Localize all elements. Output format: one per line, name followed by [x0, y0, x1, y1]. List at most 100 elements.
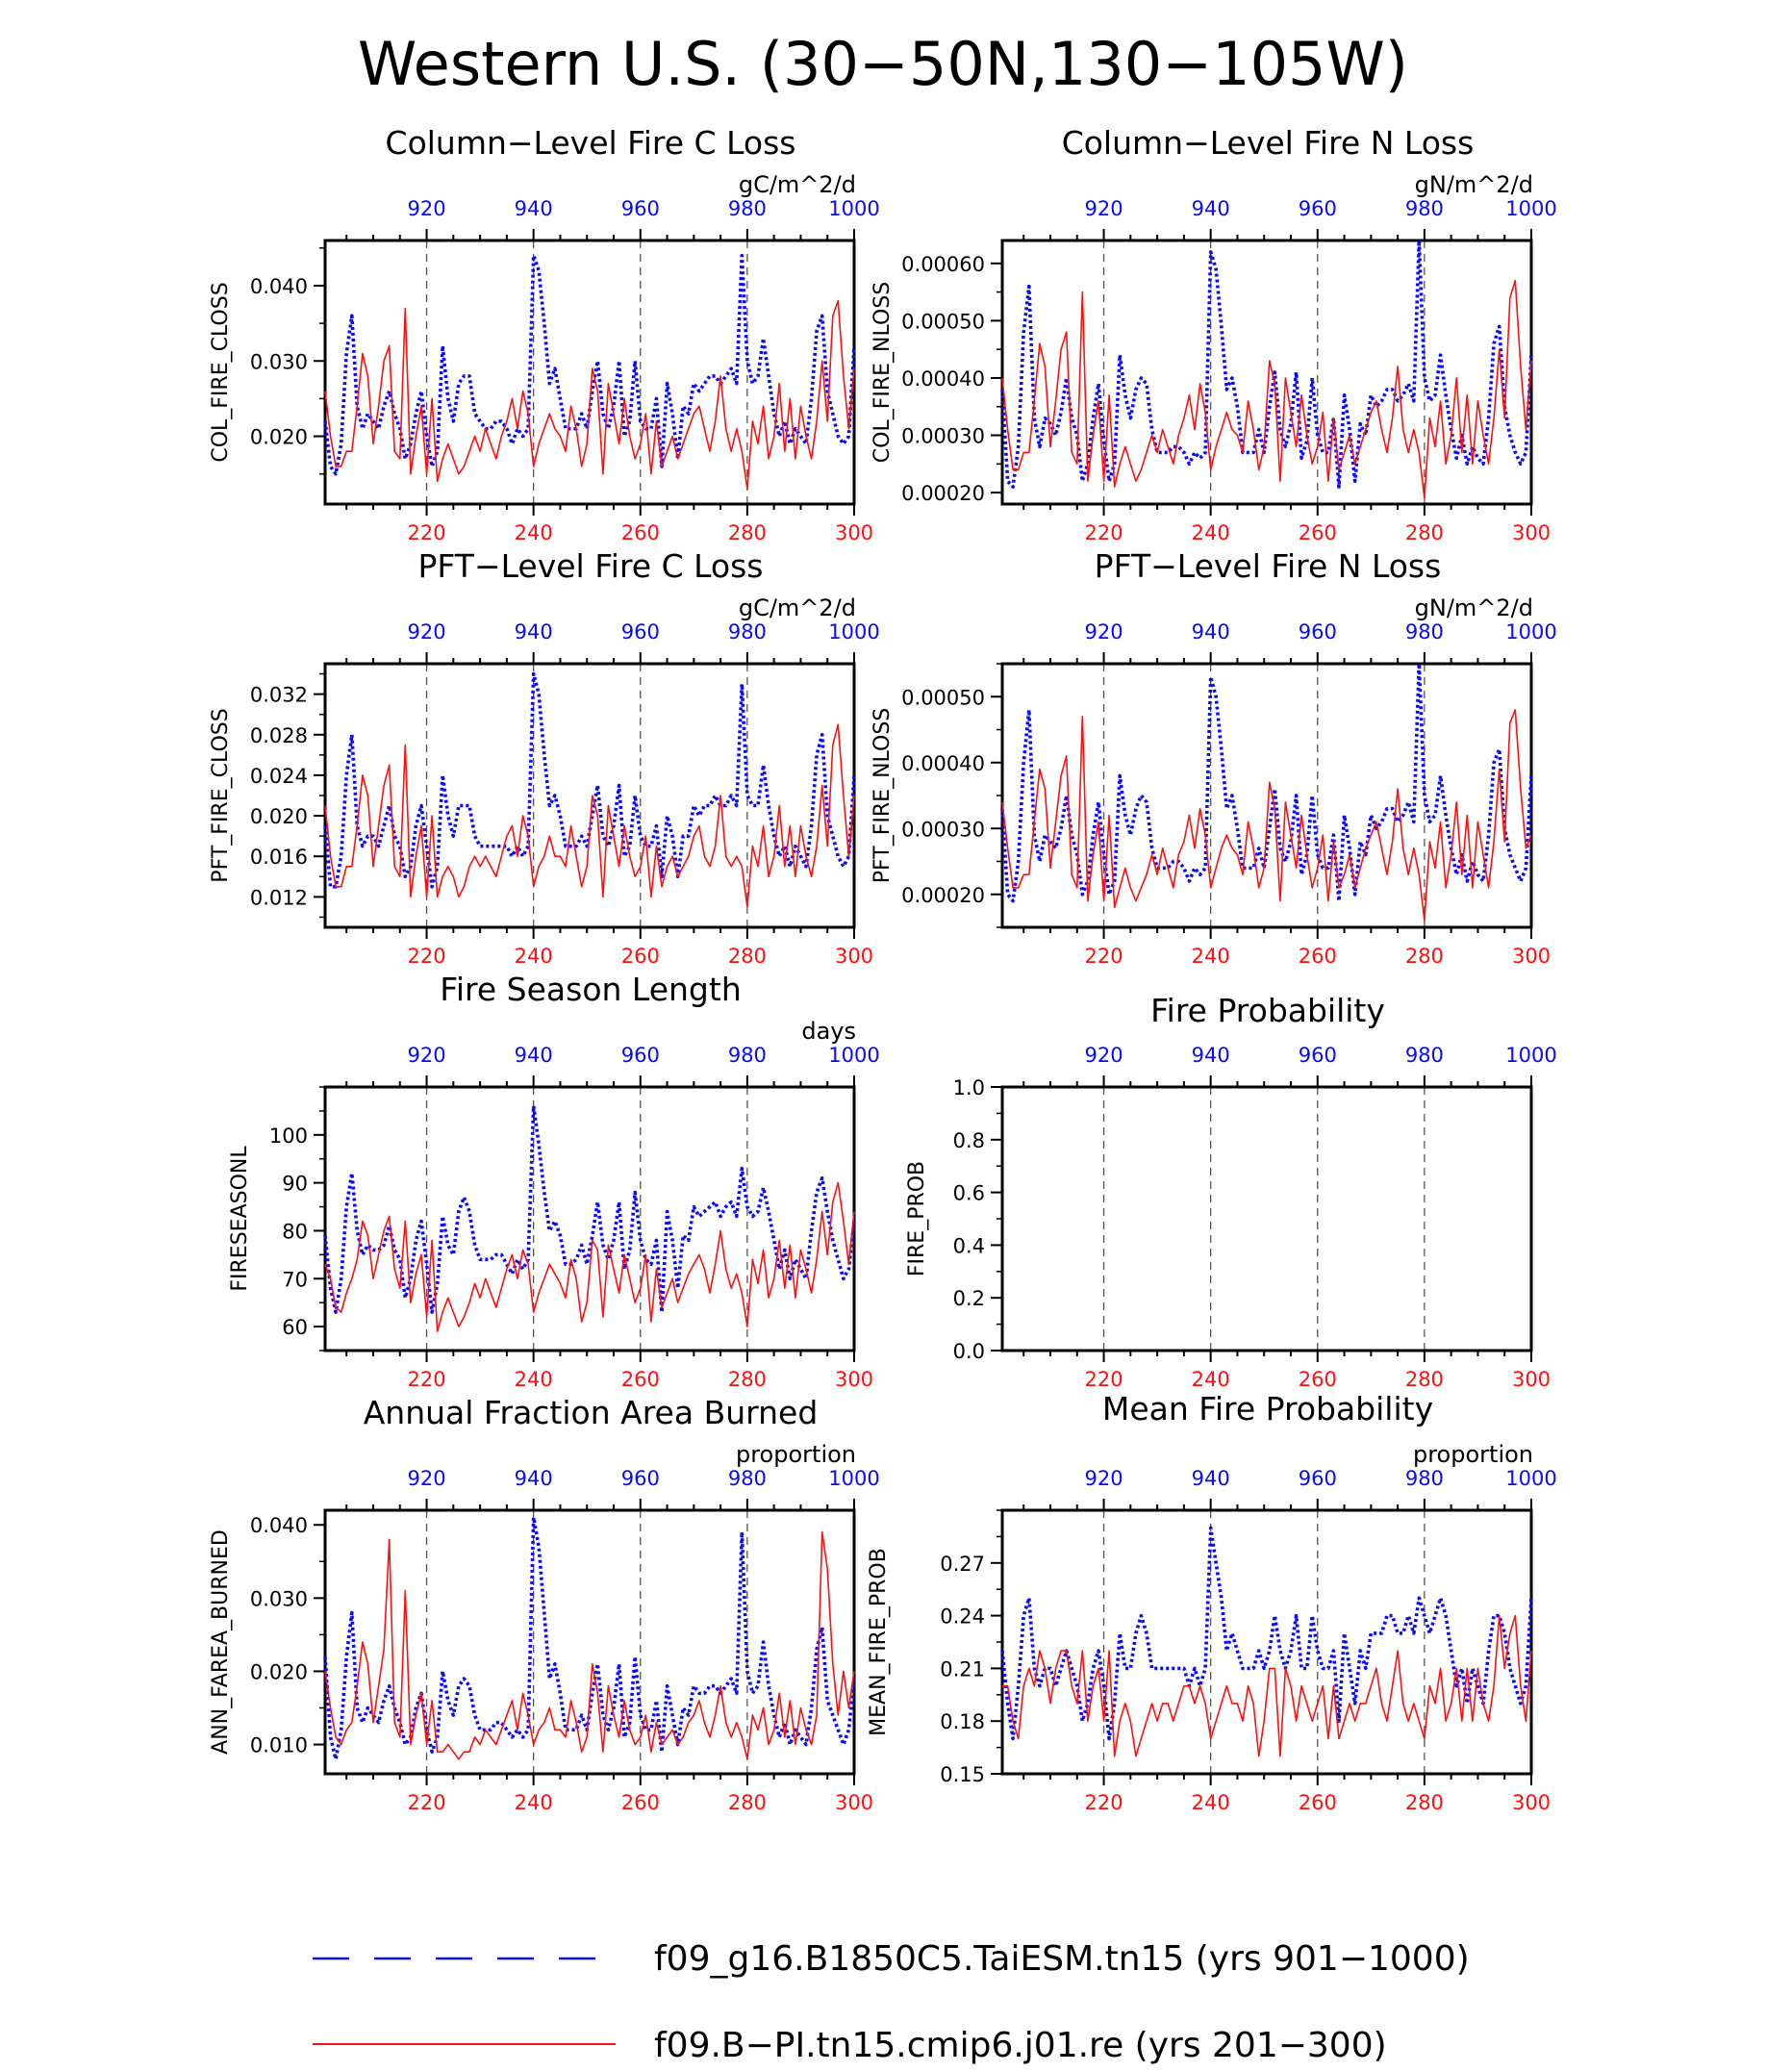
x-top-tick-label: 940	[515, 1467, 553, 1490]
y-tick-label: 0.4	[953, 1234, 985, 1257]
chart-panel-1: Column−Level Fire N Loss gN/m^2/d 0.00020 0…	[870, 124, 1557, 544]
y-axis-label: PFT_FIRE_NLOSS	[870, 708, 895, 883]
y-tick-label: 0.00020	[901, 482, 985, 505]
chart-title: PFT−Level Fire N Loss	[1095, 547, 1442, 585]
x-bottom-tick-label: 300	[835, 945, 873, 968]
x-top-tick-label: 960	[1299, 197, 1337, 220]
y-axis-label: COL_FIRE_NLOSS	[870, 282, 895, 463]
y-tick-label: 0.020	[250, 1660, 308, 1683]
chart-title: Column−Level Fire N Loss	[1062, 124, 1475, 162]
y-tick-label: 0.040	[250, 1514, 308, 1537]
y-tick-label: 0.00060	[901, 253, 985, 276]
y-tick-label: 0.00030	[901, 425, 985, 448]
y-tick-label: 0.020	[250, 426, 308, 449]
x-bottom-tick-label: 220	[408, 945, 446, 968]
plot-frame	[323, 1508, 856, 1776]
x-top-tick-label: 1000	[1505, 620, 1556, 644]
y-tick-label: 80	[282, 1220, 308, 1243]
x-bottom-tick-label: 220	[408, 521, 446, 544]
units-label: days	[801, 1018, 856, 1045]
chart-panel-7: Mean Fire Probability proportion 0.15 0.18 0…	[867, 1390, 1557, 1814]
x-top-tick-label: 1000	[828, 197, 879, 220]
y-tick-label: 0.030	[250, 1587, 308, 1610]
x-top-tick-label: 960	[1299, 1467, 1337, 1490]
y-axis-label: PFT_FIRE_CLOSS	[209, 708, 233, 882]
units-label: gN/m^2/d	[1415, 171, 1533, 198]
x-bottom-tick-label: 260	[1299, 521, 1337, 544]
y-tick-label: 0.016	[250, 846, 308, 869]
chart-title: PFT−Level Fire C Loss	[417, 547, 763, 585]
x-bottom-tick-label: 300	[835, 1368, 873, 1391]
y-tick-label: 0.24	[940, 1605, 985, 1629]
series-line-cmip6	[324, 1531, 855, 1760]
chart-panel-5: Fire Probability 0.0 0.2 0.4 0.6 0.8 1.0 FIRE_P…	[905, 992, 1557, 1391]
x-bottom-tick-label: 220	[1085, 521, 1123, 544]
y-tick-label: 0.020	[250, 805, 308, 828]
units-label: gN/m^2/d	[1415, 594, 1533, 621]
x-bottom-tick-label: 300	[835, 1791, 873, 1814]
x-top-tick-label: 980	[728, 197, 767, 220]
x-bottom-tick-label: 300	[1512, 1368, 1551, 1391]
x-bottom-tick-label: 240	[515, 1368, 553, 1391]
x-bottom-tick-label: 280	[1405, 521, 1444, 544]
y-tick-label: 0.0	[953, 1340, 985, 1363]
y-axis-label: ANN_FAREA_BURNED	[209, 1529, 233, 1755]
y-tick-label: 0.00040	[901, 367, 985, 391]
y-axis-label: FIRE_PROB	[905, 1161, 929, 1276]
y-tick-label: 90	[282, 1173, 308, 1196]
y-tick-label: 0.00040	[901, 752, 985, 775]
y-tick-label: 100	[269, 1124, 308, 1148]
x-top-tick-label: 920	[408, 620, 446, 644]
x-top-tick-label: 980	[1405, 1044, 1444, 1067]
x-top-tick-label: 920	[1085, 197, 1123, 220]
series-line-taiesm	[323, 1104, 856, 1314]
x-bottom-tick-label: 220	[1085, 1368, 1123, 1391]
chart-panel-4: Fire Season Length days 60 70 80 90 100 FIRESEA…	[228, 971, 880, 1391]
y-axis-label: COL_FIRE_CLOSS	[209, 282, 233, 462]
x-top-tick-label: 920	[1085, 1467, 1123, 1490]
series-line-taiesm	[1000, 662, 1533, 903]
x-top-tick-label: 940	[1192, 620, 1230, 644]
x-bottom-tick-label: 220	[1085, 945, 1123, 968]
y-tick-label: 0.00020	[901, 884, 985, 907]
chart-title: Annual Fraction Area Burned	[364, 1394, 819, 1431]
x-top-tick-label: 940	[1192, 1467, 1230, 1490]
x-top-tick-label: 920	[408, 1467, 446, 1490]
x-bottom-tick-label: 240	[1192, 521, 1230, 544]
chart-title: Fire Season Length	[440, 971, 741, 1008]
x-top-tick-label: 960	[621, 1044, 660, 1067]
chart-panel-2: PFT−Level Fire C Loss gC/m^2/d 0.012 0.016 0…	[209, 547, 880, 968]
x-top-tick-label: 920	[1085, 1044, 1123, 1067]
y-tick-label: 0.010	[250, 1734, 308, 1757]
y-tick-label: 0.18	[940, 1710, 985, 1733]
series-line-taiesm	[323, 1515, 856, 1761]
series-line-cmip6	[1001, 709, 1532, 922]
y-tick-label: 0.2	[953, 1287, 985, 1310]
x-top-tick-label: 920	[408, 197, 446, 220]
y-tick-label: 0.024	[250, 765, 308, 788]
y-tick-label: 0.15	[940, 1763, 985, 1786]
x-bottom-tick-label: 240	[515, 945, 553, 968]
series-line-cmip6	[324, 1181, 855, 1332]
y-tick-label: 0.6	[953, 1182, 985, 1205]
series-line-cmip6	[1002, 1614, 1532, 1757]
chart-panel-6: Annual Fraction Area Burned proportion 0.0…	[209, 1394, 880, 1814]
series-line-cmip6	[324, 723, 855, 908]
x-bottom-tick-label: 260	[621, 521, 660, 544]
x-bottom-tick-label: 240	[1192, 1791, 1230, 1814]
legend: f09_g16.B1850C5.TaiESM.tn15 (yrs 901−100…	[313, 1939, 1470, 2065]
x-bottom-tick-label: 260	[621, 1368, 660, 1391]
figure-title: Western U.S. (30−50N,130−105W)	[358, 29, 1408, 99]
y-tick-label: 1.0	[953, 1076, 985, 1099]
x-bottom-tick-label: 260	[1299, 945, 1337, 968]
y-tick-label: 0.030	[250, 350, 308, 373]
chart-title: Column−Level Fire C Loss	[386, 124, 796, 162]
x-bottom-tick-label: 280	[728, 1791, 767, 1814]
units-label: gC/m^2/d	[739, 594, 856, 621]
legend-blue-label: f09_g16.B1850C5.TaiESM.tn15 (yrs 901−100…	[654, 1939, 1470, 1979]
x-top-tick-label: 1000	[1505, 1467, 1556, 1490]
x-bottom-tick-label: 260	[1299, 1368, 1337, 1391]
x-bottom-tick-label: 280	[1405, 945, 1444, 968]
x-bottom-tick-label: 280	[1405, 1791, 1444, 1814]
